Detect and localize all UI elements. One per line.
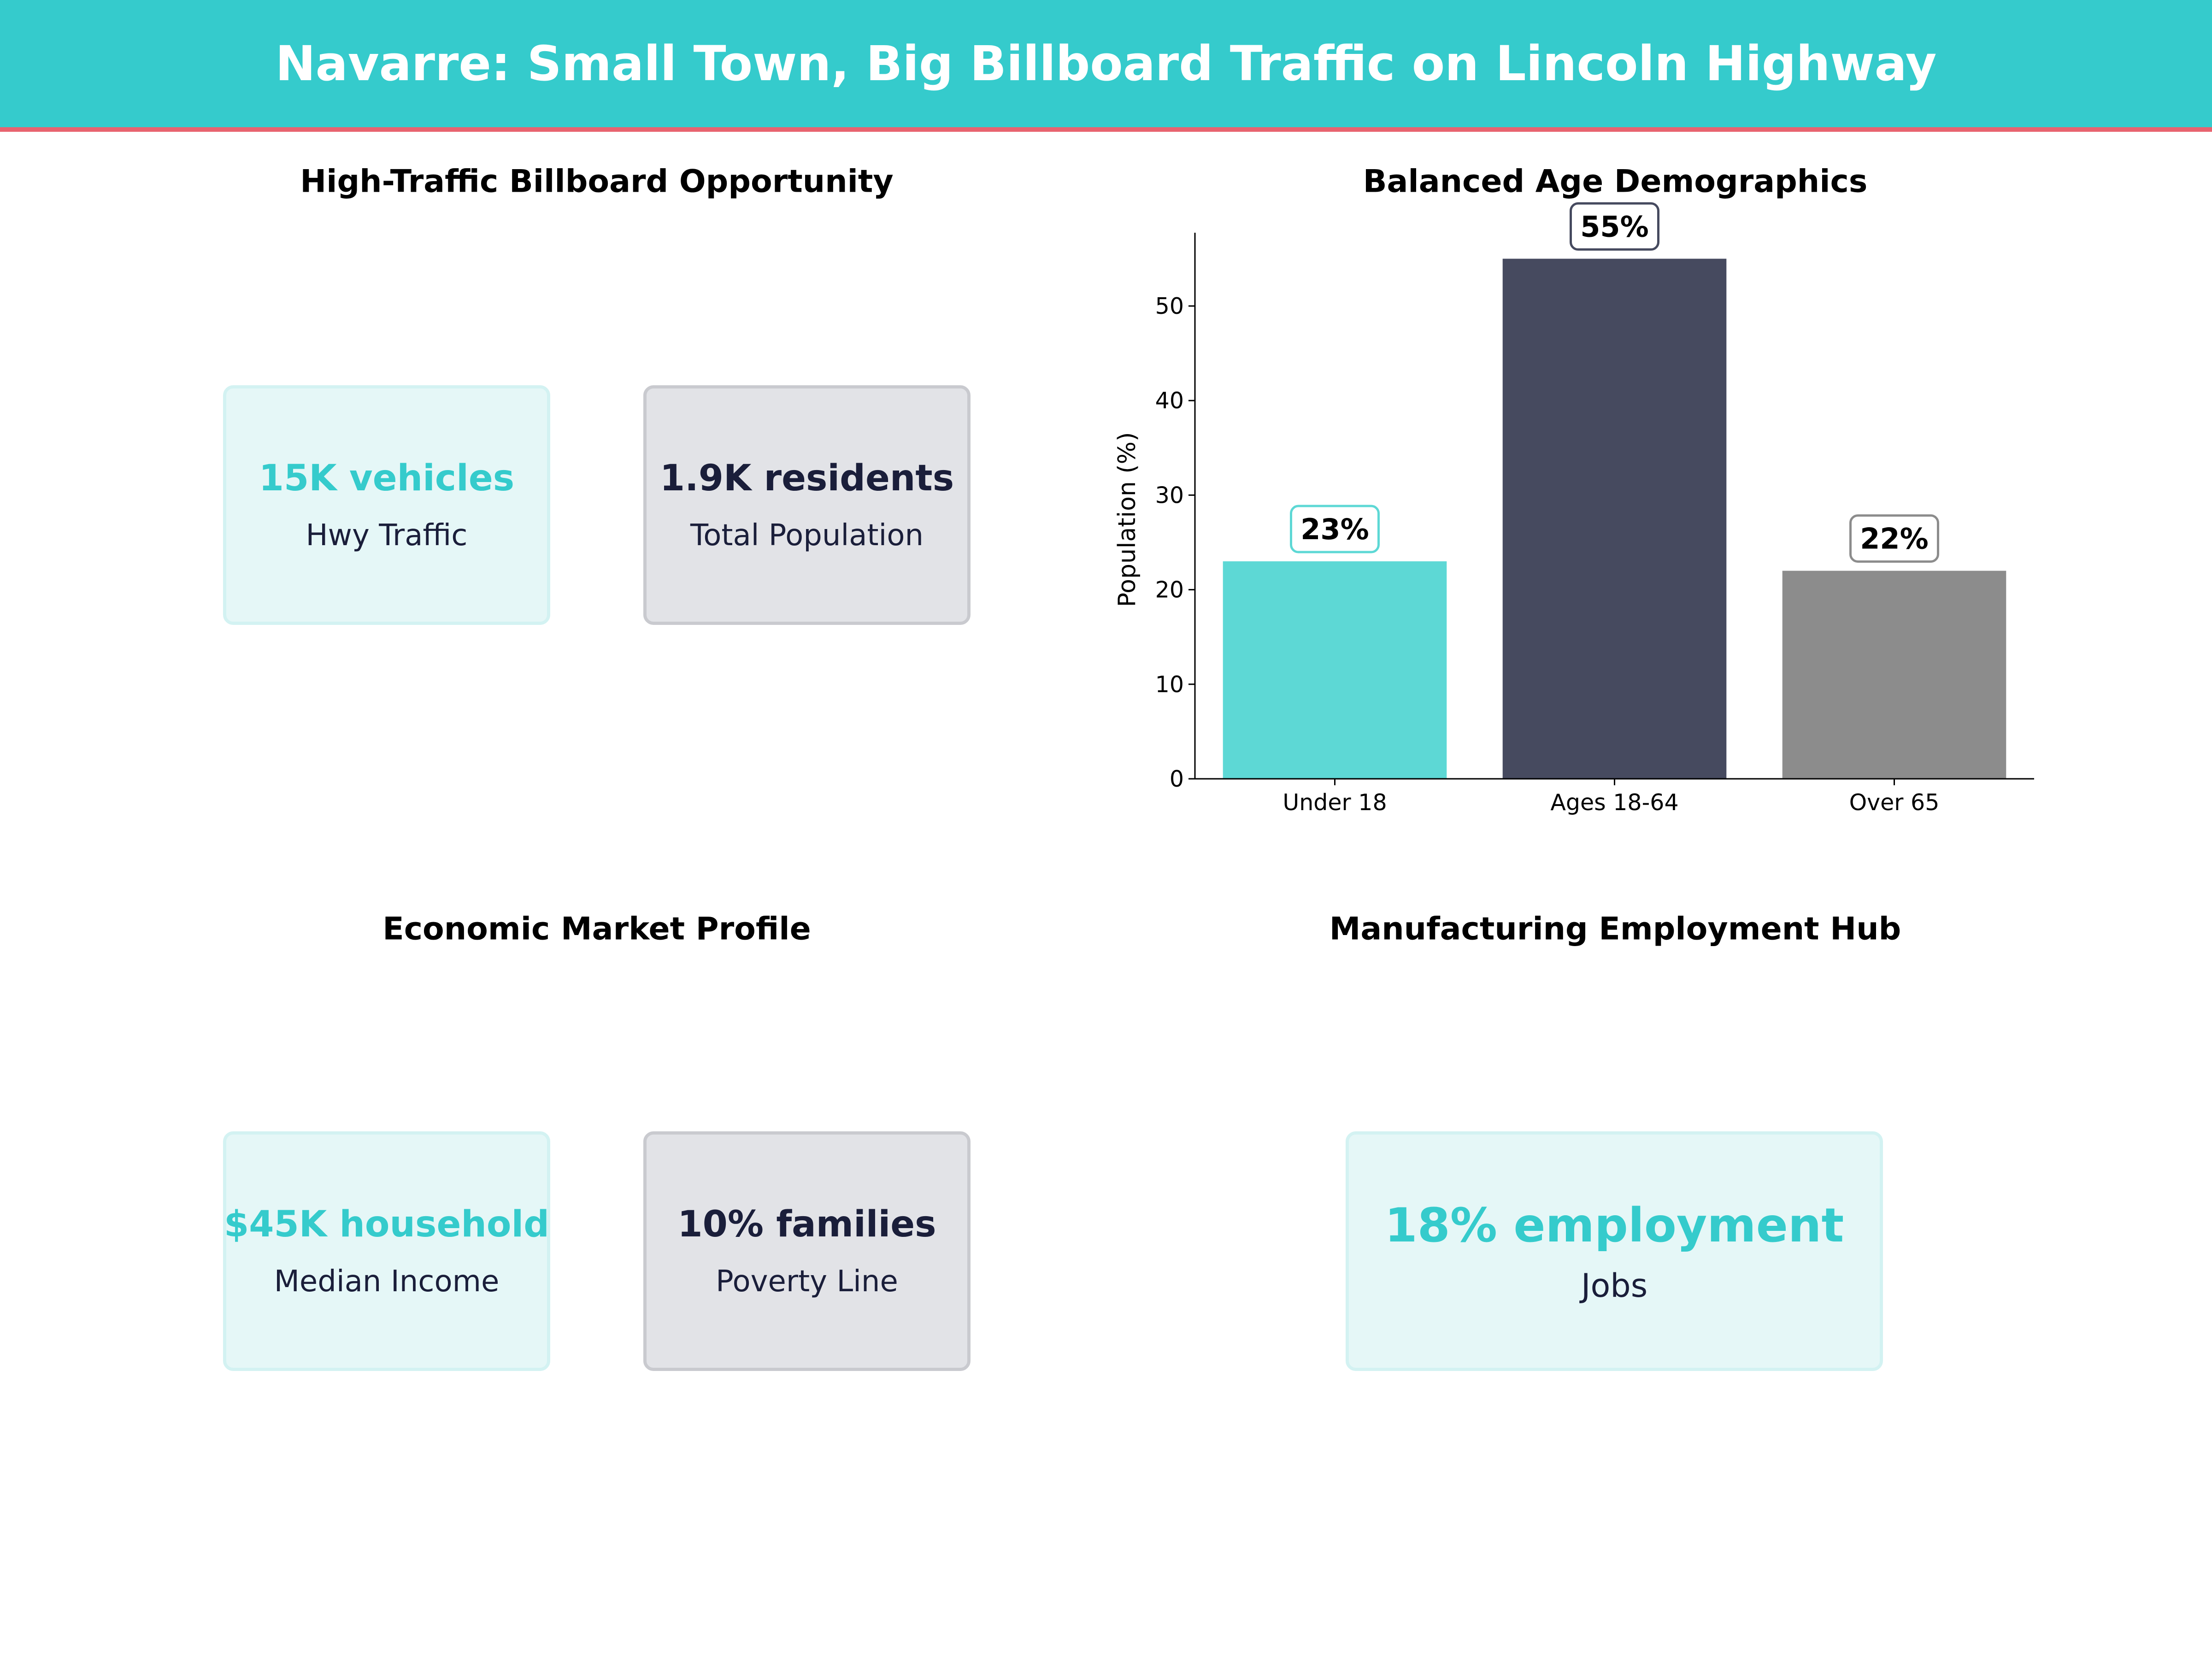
traffic-panel-title: High-Traffic Billboard Opportunity	[300, 163, 894, 200]
x-tick-label: Over 65	[1849, 789, 1940, 816]
income-card: $45K household Median Income	[223, 1131, 550, 1371]
data-label: 55%	[1580, 210, 1648, 243]
bar-under-18	[1223, 561, 1447, 779]
bar-ages-18-64	[1502, 259, 1727, 779]
card-value: 1.9K residents	[659, 458, 954, 499]
card-value: 10% families	[677, 1204, 936, 1245]
card-label: Poverty Line	[716, 1265, 898, 1299]
employment-card: 18% employment Jobs	[1346, 1131, 1883, 1371]
traffic-card: 15K vehicles Hwy Traffic	[223, 385, 550, 625]
header-banner: Navarre: Small Town, Big Billboard Traff…	[0, 0, 2212, 132]
x-tick-label: Ages 18-64	[1550, 789, 1678, 816]
chart-title: Balanced Age Demographics	[1363, 163, 1868, 200]
y-tick-label: 20	[1155, 577, 1184, 603]
card-value: $45K household	[224, 1204, 550, 1245]
y-tick-label: 0	[1170, 766, 1184, 792]
page-title: Navarre: Small Town, Big Billboard Traff…	[275, 35, 1937, 92]
card-value: 15K vehicles	[259, 458, 515, 499]
card-label: Jobs	[1581, 1266, 1648, 1305]
data-label: 23%	[1300, 512, 1369, 546]
y-tick-label: 30	[1155, 482, 1184, 508]
y-tick-label: 10	[1155, 671, 1184, 698]
poverty-card: 10% families Poverty Line	[643, 1131, 971, 1371]
y-axis-label: Population (%)	[1113, 432, 1141, 607]
data-label-box	[1849, 514, 1939, 563]
y-tick-label: 50	[1155, 293, 1184, 319]
card-value: 18% employment	[1384, 1198, 1844, 1253]
data-label: 22%	[1860, 522, 1928, 556]
data-label-box	[1290, 505, 1380, 553]
data-label-box	[1570, 202, 1659, 251]
card-label: Median Income	[274, 1265, 500, 1299]
card-label: Hwy Traffic	[306, 518, 468, 553]
economic-panel-title: Economic Market Profile	[382, 911, 811, 947]
bar-over-65	[1782, 571, 2006, 779]
x-tick-label: Under 18	[1282, 789, 1387, 816]
employment-panel-title: Manufacturing Employment Hub	[1329, 911, 1901, 947]
card-label: Total Population	[690, 518, 924, 553]
population-card: 1.9K residents Total Population	[643, 385, 971, 625]
y-tick-label: 40	[1155, 388, 1184, 414]
